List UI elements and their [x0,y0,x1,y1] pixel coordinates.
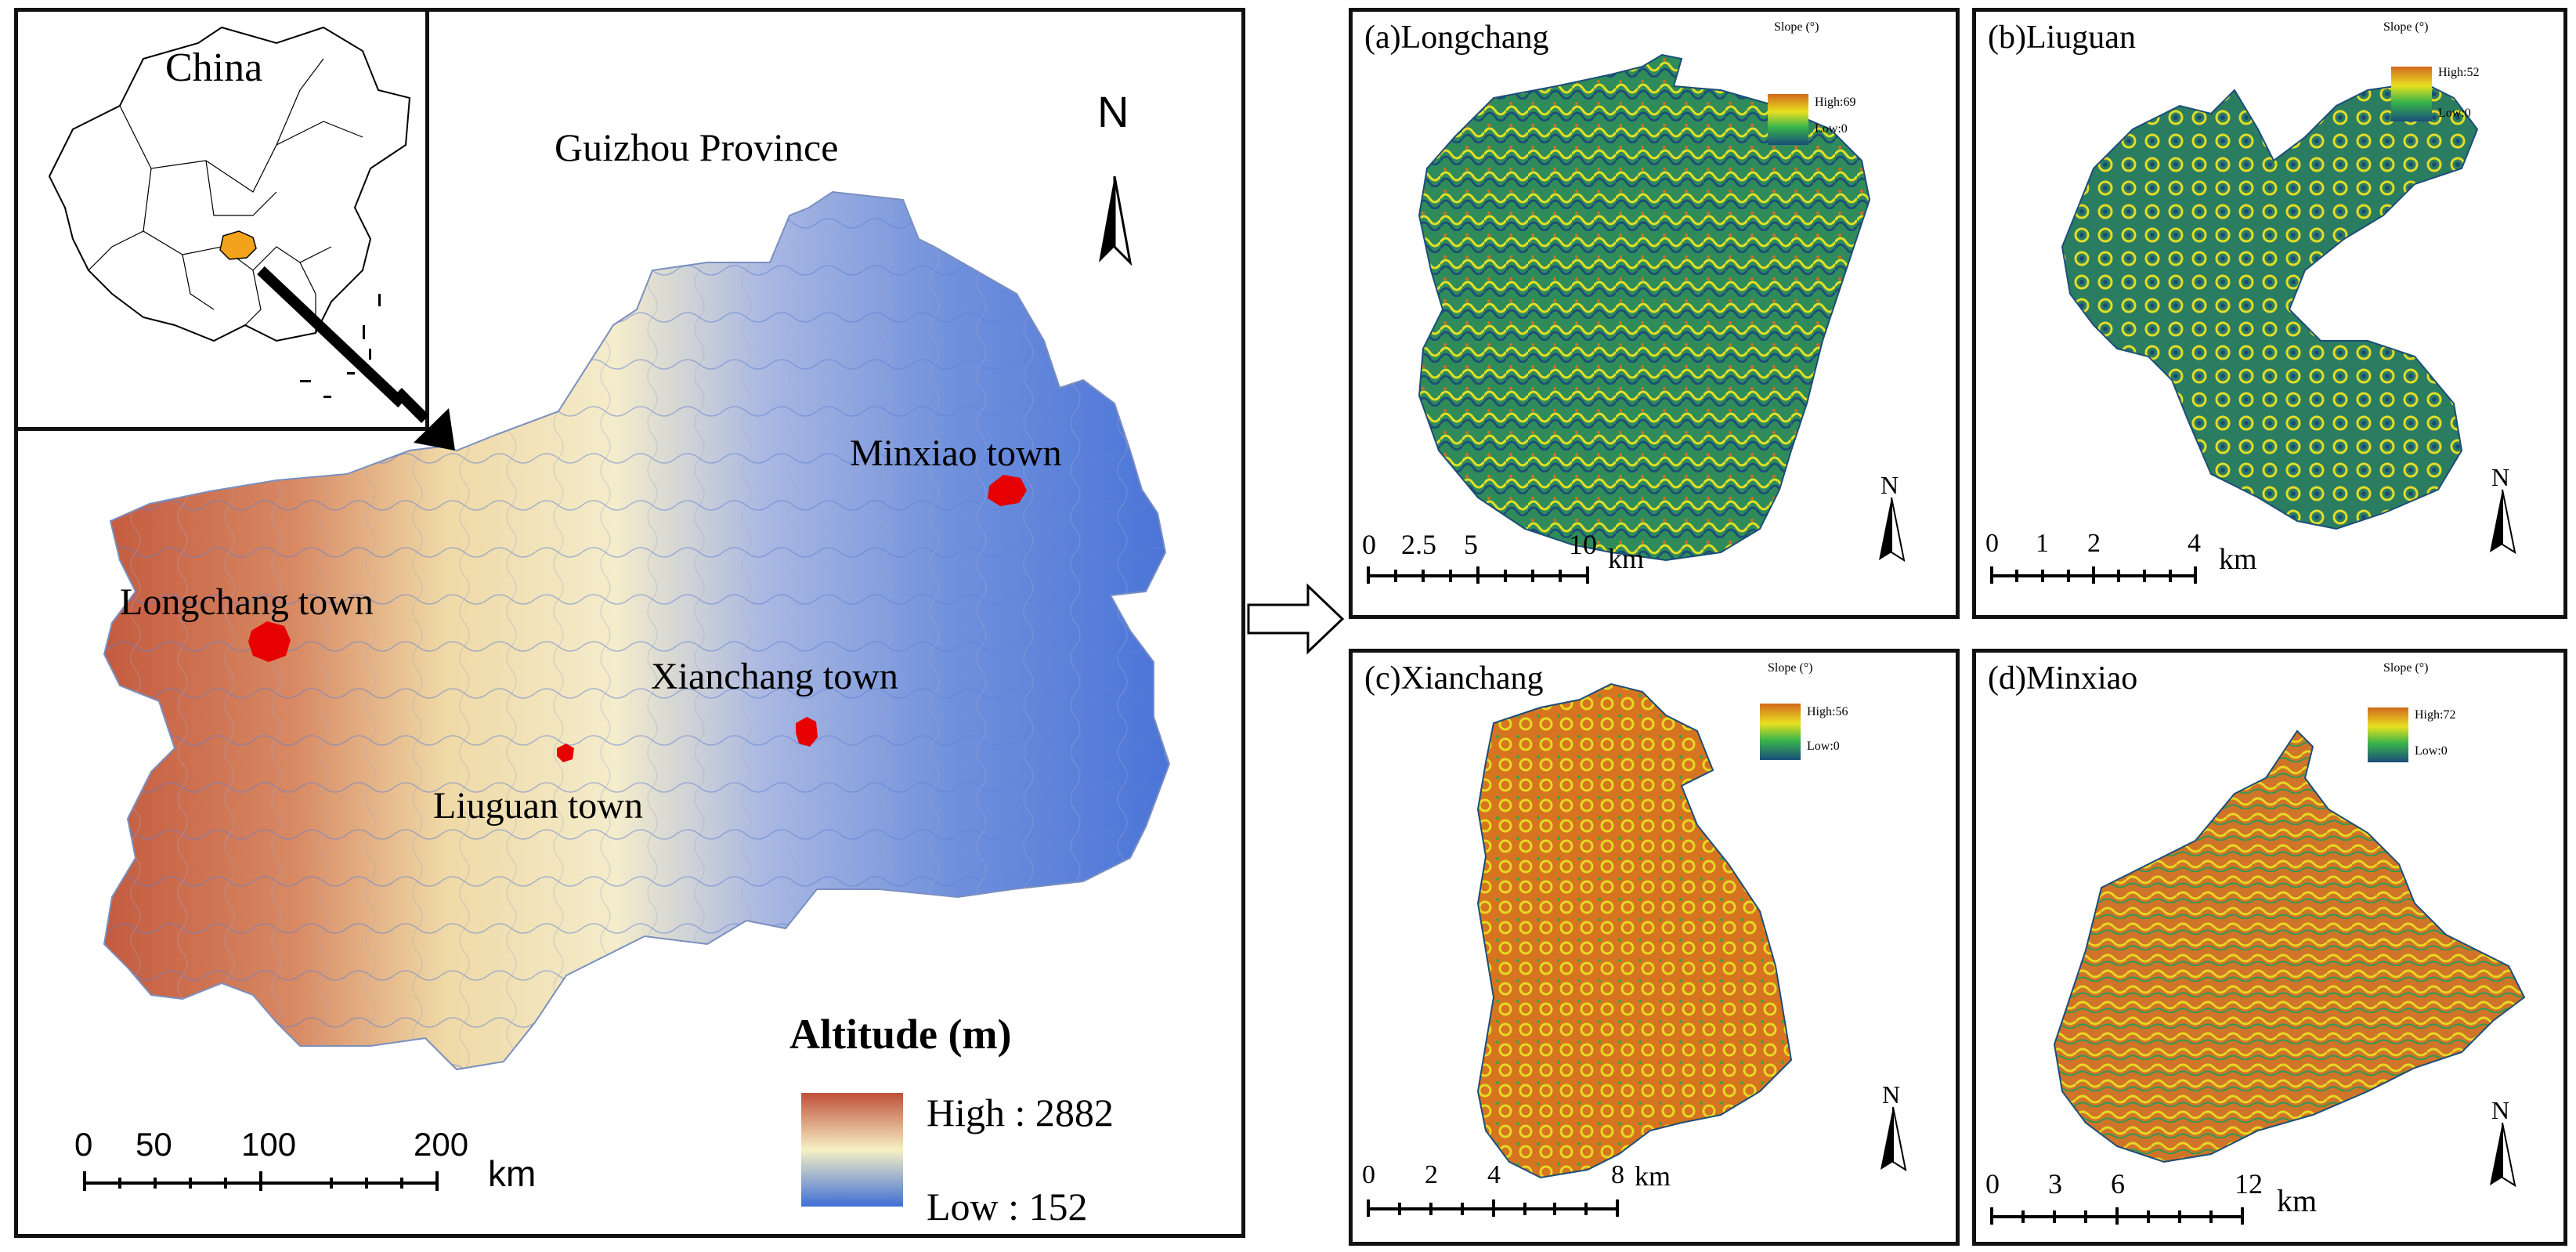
minxiao-slope-area [2053,729,2526,1163]
panel-a-scalebar [1367,566,1589,584]
connector-arrow [1247,583,1345,655]
panel-d-scale-2: 6 [2111,1168,2125,1200]
panel-liuguan: (b)Liuguan Slope (°) High:52 Low:0 0 1 2… [1972,8,2567,619]
panel-d-legend-ramp [2368,707,2408,762]
panel-c-scale-unit: km [1635,1160,1671,1192]
town-label-xianchang: Xianchang town [651,656,898,697]
terrain-texture [104,192,1169,1069]
pointer-arrowhead [394,388,455,451]
province-label: Guizhou Province [555,125,839,169]
panel-d-scale-unit: km [2277,1183,2318,1218]
panel-b-low: Low:0 [2438,107,2471,120]
panel-b-scale-2: 2 [2087,529,2101,558]
main-map-panel: China Guizhou Province N Minxiao town Lo… [14,8,1245,1238]
guizhou-map [83,175,1171,1207]
islands [300,294,381,398]
panel-b-scalebar [1990,566,2197,584]
altitude-high-label: High : 2882 [927,1091,1114,1134]
panel-c-legend-ramp [1760,704,1801,760]
china-inset-svg [48,26,411,408]
china-outline [48,26,411,342]
panel-b-scale-3: 4 [2188,529,2201,558]
panel-d-scale-0: 0 [1985,1168,2000,1200]
town-label-liuguan: Liuguan town [433,785,643,827]
panel-b-legend-title: Slope (°) [2383,20,2429,34]
panel-c-legend-title: Slope (°) [1768,661,1813,675]
scale-unit: km [488,1153,537,1194]
xianchang-slope-area [1476,682,1793,1179]
guizhou-inset-highlight [219,230,257,260]
panel-d-high: High:72 [2415,708,2456,722]
panel-a-legend-title: Slope (°) [1774,20,1819,34]
panel-a-high: High:69 [1815,96,1856,109]
panel-d-scalebar [1990,1207,2244,1225]
panel-minxiao: (d)Minxiao Slope (°) High:72 Low:0 0 3 6… [1972,649,2567,1246]
panel-a-title: (a)Longchang [1364,20,1549,56]
panel-c-scalebar [1367,1200,1619,1217]
panel-longchang: (a)Longchang Slope (°) High:69 Low:0 0 2… [1349,8,1960,619]
panel-b-scale-0: 0 [1985,529,1999,558]
panel-d-low: Low:0 [2415,744,2448,758]
panel-a-map [1367,53,1906,584]
panel-a-scale-unit: km [1608,543,1645,574]
altitude-legend-ramp [801,1093,903,1207]
panel-d-north-arrow [2490,1122,2516,1188]
panel-d-north-label: N [2491,1096,2510,1124]
panel-b-map [1990,67,2516,584]
panel-a-scale-1: 2.5 [1401,529,1436,560]
scale-tick-0: 0 [74,1126,93,1163]
longchang-slope-area [1418,53,1871,562]
main-scalebar [83,1171,439,1191]
china-inset-map: China [18,12,429,431]
panel-d-scale-3: 12 [2235,1168,2263,1200]
panel-c-high: High:56 [1807,705,1848,718]
town-label-minxiao: Minxiao town [850,432,1062,474]
panel-d-map [1990,707,2526,1225]
pointer-arrow-line [257,266,406,408]
panel-c-north-label: N [1882,1080,1901,1109]
panel-a-north-arrow [1879,497,1906,563]
panel-c-scale-3: 8 [1611,1160,1624,1189]
china-label: China [165,45,263,90]
town-marker-longchang [248,621,291,662]
panel-c-map [1367,682,1907,1217]
town-marker-liuguan [557,744,574,762]
panel-b-north-arrow [2490,489,2516,555]
town-marker-xianchang [796,717,818,747]
panel-a-scale-0: 0 [1362,529,1376,560]
panel-a-scale-2: 5 [1464,529,1478,560]
panel-b-scale-unit: km [2219,543,2257,576]
panel-b-north-label: N [2491,463,2510,491]
panel-a-scale-3: 10 [1569,529,1597,560]
panel-d-title: (d)Minxiao [1988,660,2138,697]
north-arrow [1099,175,1133,266]
panel-c-scale-0: 0 [1362,1160,1375,1189]
panel-b-scale-1: 1 [2036,529,2049,558]
panel-a-legend-ramp [1768,94,1808,145]
panel-d-legend-title: Slope (°) [2383,661,2429,675]
scale-tick-200: 200 [414,1126,469,1163]
town-label-longchang: Longchang town [120,581,374,623]
panel-b-title: (b)Liuguan [1988,20,2136,56]
panel-d-scale-1: 3 [2048,1168,2062,1200]
panel-xianchang: (c)Xianchang Slope (°) High:56 Low:0 0 2… [1349,649,1960,1246]
panel-c-low: Low:0 [1807,740,1840,753]
altitude-low-label: Low : 152 [927,1185,1088,1228]
scale-tick-100: 100 [241,1126,297,1163]
town-marker-minxiao [988,475,1027,506]
panel-a-low: Low:0 [1815,122,1848,136]
north-label: N [1097,87,1129,136]
panel-c-north-arrow [1881,1106,1907,1172]
scale-tick-50: 50 [135,1126,172,1163]
town-markers [248,475,1027,762]
panel-b-legend-ramp [2391,67,2432,121]
altitude-legend-title: Altitude (m) [789,1011,1012,1058]
panel-c-scale-1: 2 [1425,1160,1438,1189]
panel-b-high: High:52 [2438,66,2480,79]
liuguan-slope-area [2061,81,2479,530]
panel-c-title: (c)Xianchang [1364,660,1544,697]
panel-c-scale-2: 4 [1487,1160,1501,1189]
panel-a-north-label: N [1881,471,1899,499]
